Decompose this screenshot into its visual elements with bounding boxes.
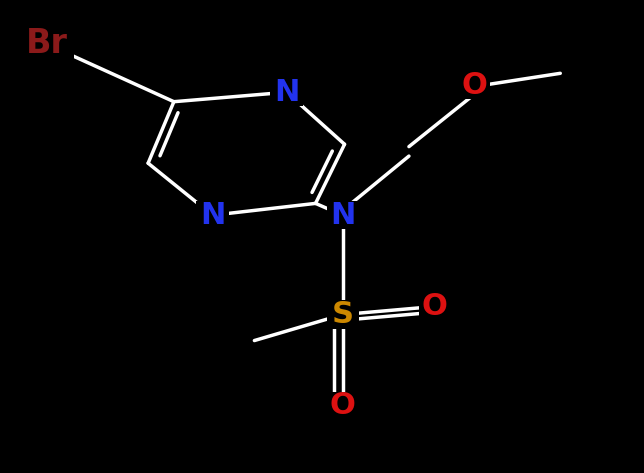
Text: Br: Br (25, 27, 68, 60)
FancyBboxPatch shape (419, 292, 451, 321)
Text: S: S (332, 300, 354, 329)
Text: O: O (461, 70, 487, 100)
FancyBboxPatch shape (327, 392, 359, 420)
FancyBboxPatch shape (196, 201, 229, 229)
FancyBboxPatch shape (270, 78, 303, 106)
FancyBboxPatch shape (19, 27, 74, 60)
FancyBboxPatch shape (458, 71, 490, 99)
FancyBboxPatch shape (327, 201, 359, 229)
Text: N: N (274, 78, 299, 107)
Text: N: N (330, 201, 355, 230)
Text: O: O (330, 391, 355, 420)
FancyBboxPatch shape (327, 300, 359, 329)
Text: O: O (422, 292, 448, 321)
Text: N: N (200, 201, 225, 230)
